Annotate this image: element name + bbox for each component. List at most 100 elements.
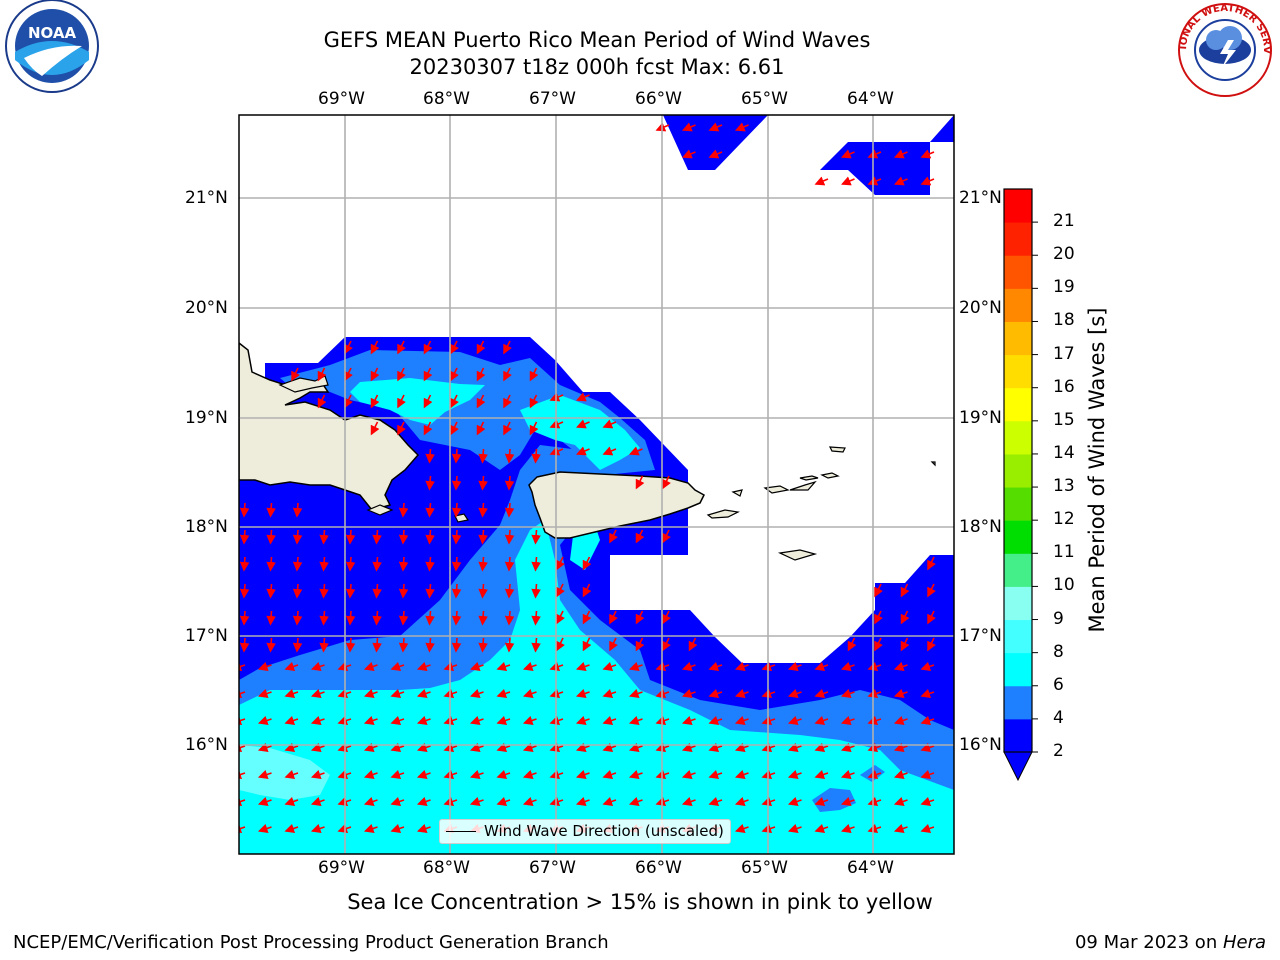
colorbar-tick-label: 9 [1053, 608, 1064, 629]
wind-wave-arrow [840, 823, 855, 834]
colorbar-tick-label: 11 [1053, 542, 1075, 563]
wind-wave-arrow [344, 340, 353, 355]
wind-wave-arrow [893, 688, 908, 699]
wind-wave-arrow [416, 796, 431, 807]
wind-wave-arrow [284, 715, 299, 726]
lon-label-top: 64°W [847, 89, 894, 109]
wind-wave-arrow [363, 715, 378, 726]
wind-wave-arrow [257, 661, 272, 672]
wind-wave-arrow [734, 796, 749, 807]
lat-label-left: 16°N [185, 735, 228, 755]
land-hispaniola [239, 342, 420, 516]
wind-wave-arrow [867, 742, 882, 753]
colorbar-swatch [1004, 520, 1032, 554]
wind-wave-arrow [682, 149, 696, 159]
wind-wave-arrow [476, 421, 486, 436]
wind-wave-arrow [478, 529, 488, 545]
wind-wave-arrow [292, 637, 303, 653]
wind-wave-arrow [257, 715, 272, 726]
wind-wave-arrow [504, 556, 515, 572]
wind-wave-arrow [635, 475, 645, 490]
wind-wave-arrow [319, 556, 329, 572]
wind-wave-arrow [496, 742, 511, 753]
lon-label-bottom: 66°W [635, 858, 682, 878]
wind-wave-arrow [345, 583, 356, 599]
wind-wave-arrow [476, 340, 486, 355]
wind-wave-arrow [575, 796, 590, 807]
wind-wave-arrow [841, 176, 855, 186]
wind-wave-arrow [451, 529, 462, 545]
wind-wave-arrow [893, 823, 908, 834]
wind-wave-arrow [522, 796, 537, 807]
wind-wave-arrow [628, 715, 643, 726]
wind-wave-arrow [576, 392, 590, 402]
wind-wave-arrow [893, 796, 908, 807]
lat-label-right: 18°N [959, 517, 1002, 537]
wind-wave-arrow [681, 742, 696, 753]
wind-wave-arrow [920, 149, 935, 159]
wind-wave-arrow [363, 823, 378, 834]
wind-wave-arrow [688, 637, 698, 652]
wind-wave-arrow [504, 583, 515, 599]
wind-wave-arrow [841, 149, 855, 159]
wind-wave-arrow [529, 367, 539, 382]
lat-label-right: 19°N [959, 408, 1002, 428]
colorbar-swatch [1004, 321, 1032, 356]
wind-wave-arrow [292, 556, 303, 572]
wind-wave-arrow [522, 769, 537, 780]
wind-wave-arrow [734, 742, 749, 753]
wind-wave-arrow [310, 796, 325, 807]
wind-wave-arrow [310, 661, 325, 672]
wind-wave-arrow [681, 796, 696, 807]
wind-wave-arrow [609, 637, 618, 652]
wind-wave-arrow [390, 742, 405, 753]
wind-wave-arrow [662, 529, 671, 544]
wind-wave-arrow [556, 637, 565, 652]
lon-label-bottom: 67°W [529, 858, 576, 878]
wind-wave-arrow [920, 769, 935, 780]
wind-wave-arrow [814, 176, 829, 186]
wind-wave-arrow [398, 583, 409, 599]
lon-label-top: 66°W [635, 89, 682, 109]
wind-wave-arrow [927, 610, 936, 625]
wind-wave-arrow [549, 688, 564, 699]
colorbar-swatch [1004, 354, 1032, 389]
wind-wave-arrow [425, 556, 435, 572]
wind-wave-arrow [840, 715, 855, 726]
wind-wave-arrow [522, 661, 537, 672]
wind-wave-arrow [787, 715, 802, 726]
colorbar-tick-label: 14 [1053, 442, 1075, 463]
wind-wave-arrow [635, 529, 645, 544]
legend-line-icon [446, 831, 476, 832]
wind-wave-arrow [628, 688, 643, 699]
wind-wave-arrow [655, 715, 670, 726]
colorbar-swatch [1004, 487, 1032, 521]
wind-wave-arrow [549, 715, 564, 726]
wind-wave-arrow [443, 661, 458, 672]
lon-label-top: 65°W [741, 89, 788, 109]
wind-wave-arrow [602, 742, 617, 753]
wind-wave-arrow [469, 796, 484, 807]
wind-wave-arrow [734, 661, 749, 672]
wind-wave-arrow [266, 529, 276, 545]
wind-wave-arrow [867, 796, 882, 807]
wind-wave-arrow [266, 502, 276, 518]
wind-wave-arrow [522, 715, 537, 726]
wind-wave-arrow [496, 796, 511, 807]
colorbar-swatch [1004, 420, 1032, 455]
wind-wave-arrow [292, 502, 303, 518]
wind-wave-arrow [761, 661, 776, 672]
wind-wave-arrow [363, 661, 378, 672]
wind-wave-arrow [503, 394, 512, 409]
wind-wave-arrow [239, 742, 246, 753]
wind-wave-arrow [239, 769, 246, 780]
wind-wave-arrow [239, 661, 246, 672]
wind-wave-arrow [708, 742, 723, 753]
wind-wave-arrow [708, 122, 723, 132]
wind-wave-arrow [529, 394, 539, 409]
wind-wave-arrow [398, 610, 409, 626]
wind-wave-arrow [556, 556, 565, 571]
wind-wave-arrow [345, 529, 356, 545]
wind-wave-arrow [893, 661, 908, 672]
